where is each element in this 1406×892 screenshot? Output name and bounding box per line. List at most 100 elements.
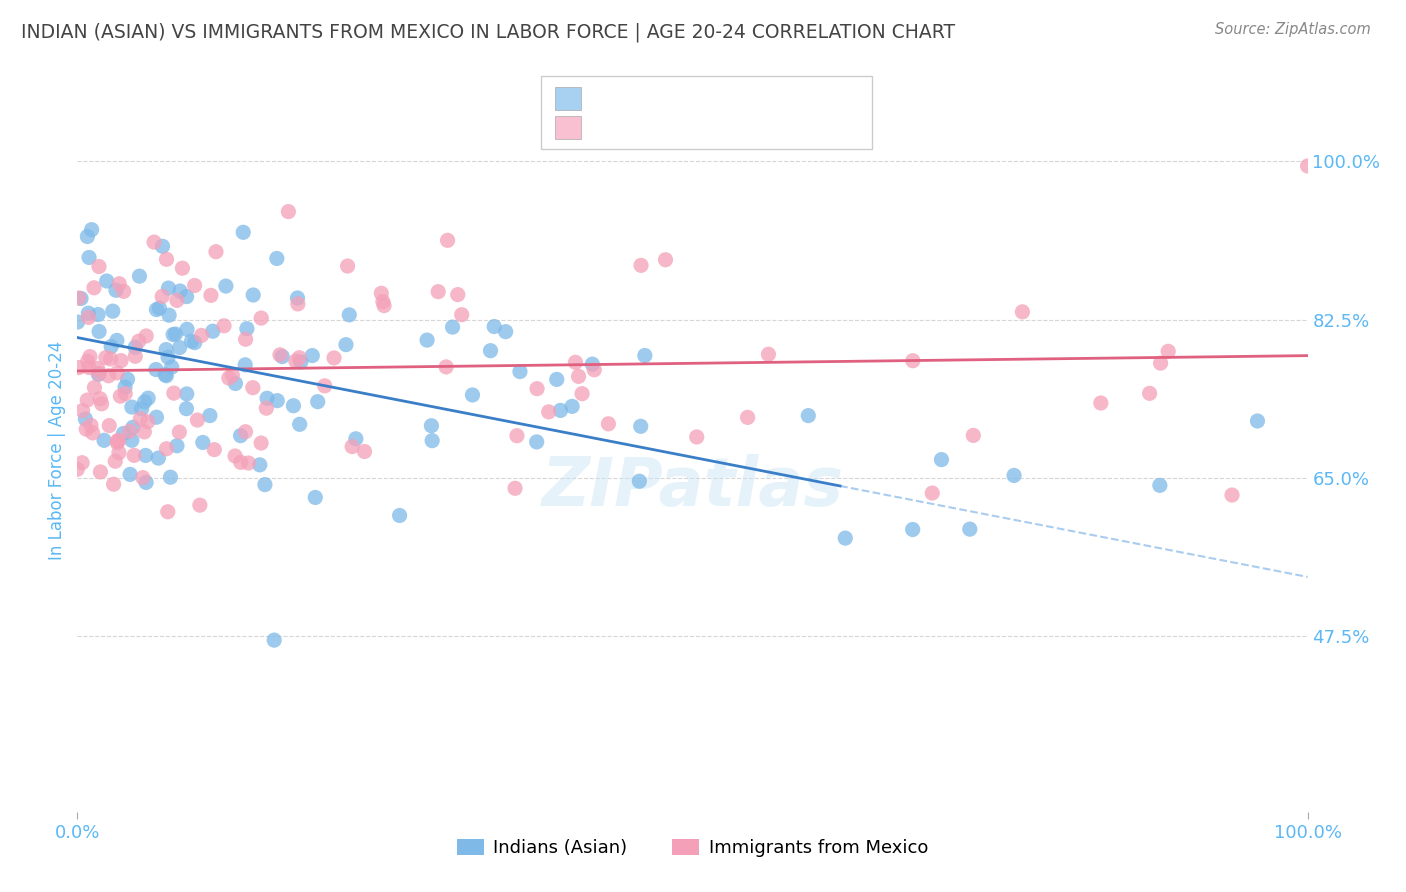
Point — [157, 351, 180, 365]
Text: INDIAN (ASIAN) VS IMMIGRANTS FROM MEXICO IN LABOR FORCE | AGE 20-24 CORRELATION : INDIAN (ASIAN) VS IMMIGRANTS FROM MEXICO… — [21, 22, 955, 42]
Point — [427, 285, 450, 299]
Point — [461, 388, 484, 402]
Point — [136, 391, 159, 405]
Point — [229, 428, 252, 442]
Point — [152, 239, 174, 253]
Point — [89, 392, 111, 406]
Point — [105, 435, 128, 450]
Text: Source: ZipAtlas.com: Source: ZipAtlas.com — [1215, 22, 1371, 37]
Point — [758, 347, 780, 361]
Point — [86, 361, 108, 376]
Point — [183, 335, 205, 350]
Point — [256, 391, 278, 405]
Point — [83, 281, 105, 295]
Point — [287, 291, 309, 305]
Point — [630, 419, 652, 434]
Text: R =: R = — [592, 119, 628, 136]
Point — [77, 306, 100, 320]
Point — [250, 436, 273, 450]
Point — [571, 386, 593, 401]
Point — [157, 308, 180, 322]
Point — [420, 434, 443, 448]
Point — [155, 368, 177, 383]
Point — [1246, 414, 1268, 428]
Point — [96, 274, 118, 288]
Point — [162, 327, 184, 342]
Y-axis label: In Labor Force | Age 20-24: In Labor Force | Age 20-24 — [48, 341, 66, 560]
Point — [176, 401, 198, 416]
Point — [117, 372, 139, 386]
Point — [447, 287, 470, 301]
Point — [148, 451, 170, 466]
Point — [370, 286, 392, 301]
Point — [83, 380, 105, 394]
Point — [93, 434, 115, 448]
Point — [77, 360, 100, 375]
Point — [1002, 468, 1025, 483]
Point — [630, 258, 652, 272]
Point — [165, 326, 187, 341]
Point — [114, 386, 136, 401]
Point — [420, 418, 443, 433]
Point — [287, 297, 309, 311]
Point — [124, 349, 146, 363]
Point — [235, 425, 257, 439]
Point — [1220, 488, 1243, 502]
Point — [634, 349, 657, 363]
Point — [509, 365, 531, 379]
Point — [1157, 344, 1180, 359]
Point — [79, 350, 101, 364]
Point — [183, 278, 205, 293]
Point — [482, 319, 505, 334]
Point — [76, 393, 98, 408]
Point — [1296, 159, 1319, 173]
Point — [266, 393, 288, 408]
Point — [124, 340, 146, 354]
Point — [201, 324, 224, 338]
Point — [495, 325, 517, 339]
Point — [166, 293, 188, 308]
Point — [87, 308, 110, 322]
Point — [135, 449, 157, 463]
Point — [212, 318, 235, 333]
Point — [107, 434, 129, 448]
Point — [108, 277, 131, 291]
Point — [105, 434, 128, 448]
Point — [98, 418, 121, 433]
Point — [797, 409, 820, 423]
Point — [959, 522, 981, 536]
Point — [176, 322, 198, 336]
Text: ZIPatlas: ZIPatlas — [541, 454, 844, 519]
Point — [1090, 396, 1112, 410]
Point — [121, 400, 143, 414]
Point — [155, 343, 177, 357]
Point — [66, 462, 89, 476]
Point — [75, 412, 97, 426]
Point — [288, 417, 311, 432]
Point — [155, 442, 177, 456]
Point — [628, 474, 651, 488]
Point — [94, 351, 117, 365]
Point — [353, 444, 375, 458]
Point — [132, 470, 155, 484]
Text: -0.396: -0.396 — [634, 89, 688, 107]
Point — [290, 355, 312, 369]
Point — [266, 252, 288, 266]
Point — [163, 386, 186, 401]
Point — [180, 334, 202, 349]
Point — [134, 394, 156, 409]
Point — [921, 486, 943, 500]
Point — [1149, 478, 1171, 492]
Point — [100, 351, 122, 366]
Point — [371, 294, 394, 309]
Point — [441, 320, 464, 334]
Point — [190, 328, 212, 343]
Point — [148, 301, 170, 315]
Point — [76, 354, 98, 368]
Point — [242, 381, 264, 395]
Point — [77, 251, 100, 265]
Point — [128, 269, 150, 284]
Point — [277, 204, 299, 219]
Point — [122, 420, 145, 434]
Point — [254, 401, 277, 416]
